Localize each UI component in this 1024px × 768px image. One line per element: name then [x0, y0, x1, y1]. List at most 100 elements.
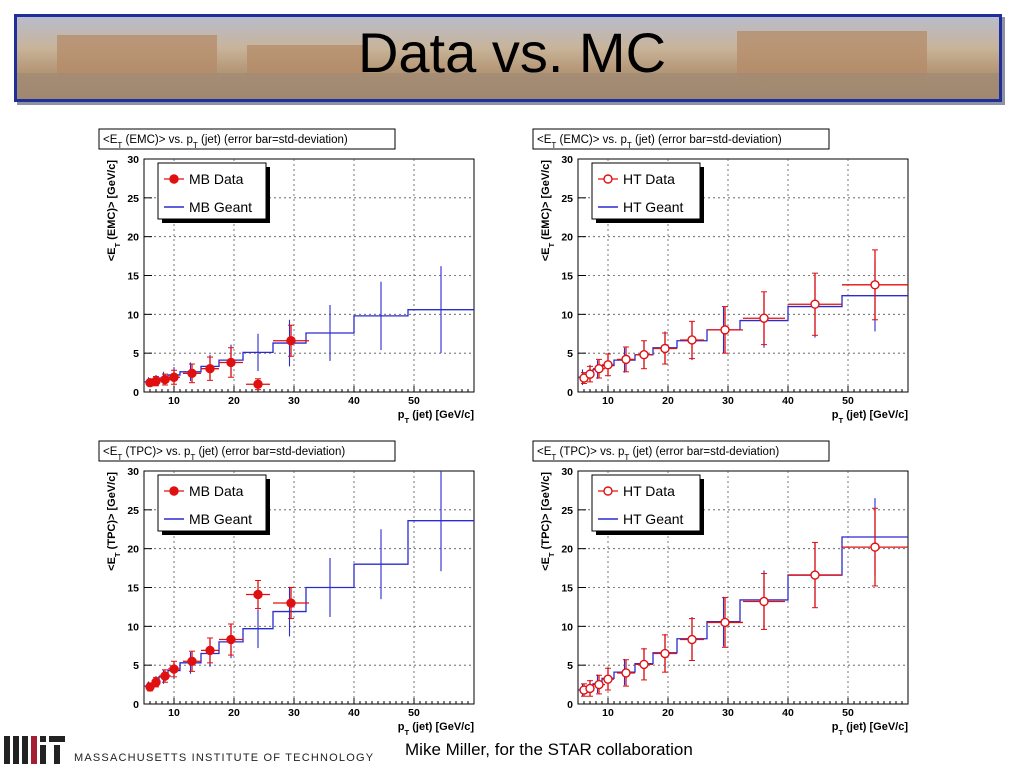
y-tick-label: 10 — [561, 621, 573, 633]
data-marker — [687, 335, 697, 345]
data-marker — [639, 659, 649, 670]
data-marker — [639, 350, 649, 360]
data-marker — [585, 369, 595, 379]
data-marker — [870, 542, 880, 552]
mc-histogram-line — [578, 295, 908, 378]
data-point — [743, 291, 785, 346]
y-tick-label: 10 — [561, 309, 573, 321]
x-tick-label: 40 — [782, 395, 794, 407]
y-axis-label: <ET (TPC)> [GeV/c] — [540, 472, 556, 571]
data-marker — [253, 589, 263, 600]
chart-title-box — [98, 128, 396, 150]
y-tick-label: 0 — [133, 699, 139, 711]
legend-marker — [603, 174, 613, 184]
data-point — [151, 677, 161, 688]
data-marker — [286, 336, 296, 346]
data-point — [151, 375, 161, 387]
y-axis-label: <ET (EMC)> [GeV/c] — [540, 160, 556, 262]
y-tick-label: 0 — [567, 699, 573, 711]
chart-svg: <ET (TPC)> vs. pT (jet) (error bar=std-d… — [98, 440, 475, 737]
x-tick-label: 10 — [602, 395, 614, 407]
plot-area — [144, 266, 474, 391]
chart-title-text: <ET (TPC)> vs. pT (jet) (error bar=std-d… — [103, 446, 345, 462]
data-point — [788, 541, 842, 609]
data-point — [168, 369, 180, 385]
y-tick-label: 25 — [561, 193, 573, 205]
legend-marker — [603, 486, 613, 496]
x-tick-label: 30 — [288, 395, 300, 407]
x-tick-label: 30 — [722, 395, 734, 407]
x-axis-label: pT (jet) [GeV/c] — [398, 721, 475, 736]
data-point — [680, 320, 704, 360]
y-tick-label: 5 — [133, 660, 139, 672]
title-banner — [14, 14, 1002, 102]
legend-label: MB Data — [189, 171, 244, 187]
y-tick-label: 0 — [133, 387, 139, 399]
data-marker — [253, 379, 263, 389]
data-marker — [169, 372, 179, 382]
x-tick-label: 30 — [288, 707, 300, 719]
data-point — [585, 365, 595, 383]
data-point — [593, 674, 605, 695]
data-point — [273, 587, 309, 620]
x-tick-label: 20 — [228, 707, 240, 719]
data-marker — [160, 374, 170, 385]
y-tick-label: 10 — [127, 309, 139, 321]
x-tick-label: 20 — [228, 395, 240, 407]
data-marker — [621, 668, 631, 678]
x-tick-label: 40 — [348, 707, 360, 719]
chart-tpc-mb: <ET (TPC)> vs. pT (jet) (error bar=std-d… — [98, 440, 478, 741]
data-point — [680, 618, 704, 662]
data-marker — [205, 363, 215, 374]
data-marker — [169, 664, 179, 674]
data-point — [246, 378, 270, 391]
data-marker — [226, 357, 236, 368]
data-point — [273, 324, 309, 357]
y-tick-label: 10 — [127, 621, 139, 633]
legend: MB Data MB Geant — [157, 474, 270, 535]
y-tick-label: 0 — [567, 387, 573, 399]
data-marker — [870, 280, 880, 290]
plot-area — [144, 471, 474, 692]
legend-box — [157, 474, 267, 532]
data-marker — [603, 360, 613, 370]
chart-title: <ET (EMC)> vs. pT (jet) (error bar=std-d… — [98, 128, 396, 150]
data-marker — [594, 363, 604, 374]
data-point — [183, 650, 201, 672]
data-marker — [810, 299, 820, 309]
y-tick-label: 15 — [127, 583, 139, 595]
chart-title-box — [532, 440, 830, 462]
data-point — [617, 346, 635, 373]
x-tick-label: 50 — [842, 707, 854, 719]
data-point — [617, 659, 635, 687]
legend-label: HT Data — [623, 483, 675, 499]
y-tick-label: 25 — [127, 505, 139, 517]
y-axis-label: <ET (EMC)> [GeV/c] — [106, 160, 122, 262]
data-point — [183, 363, 201, 384]
data-marker — [720, 325, 730, 335]
x-tick-label: 30 — [722, 707, 734, 719]
data-marker — [759, 596, 769, 607]
data-point — [593, 358, 605, 379]
legend: MB Data MB Geant — [157, 162, 270, 223]
data-marker — [621, 354, 631, 365]
y-tick-label: 20 — [127, 544, 139, 556]
legend-marker — [169, 486, 179, 496]
plot-area — [578, 249, 908, 386]
data-point — [246, 580, 270, 609]
data-marker — [810, 570, 820, 580]
data-point — [635, 648, 653, 681]
x-axis-label: pT (jet) [GeV/c] — [832, 721, 909, 736]
y-tick-label: 30 — [561, 154, 573, 166]
data-marker — [594, 679, 604, 690]
slide-title: Data vs. MC — [357, 21, 667, 84]
x-tick-label: 50 — [408, 395, 420, 407]
y-tick-label: 15 — [561, 271, 573, 283]
x-tick-label: 40 — [348, 395, 360, 407]
legend-box — [157, 162, 267, 220]
data-marker — [585, 683, 595, 694]
data-point — [842, 507, 908, 587]
data-marker — [160, 671, 170, 681]
y-tick-label: 30 — [127, 466, 139, 478]
y-tick-label: 15 — [127, 271, 139, 283]
